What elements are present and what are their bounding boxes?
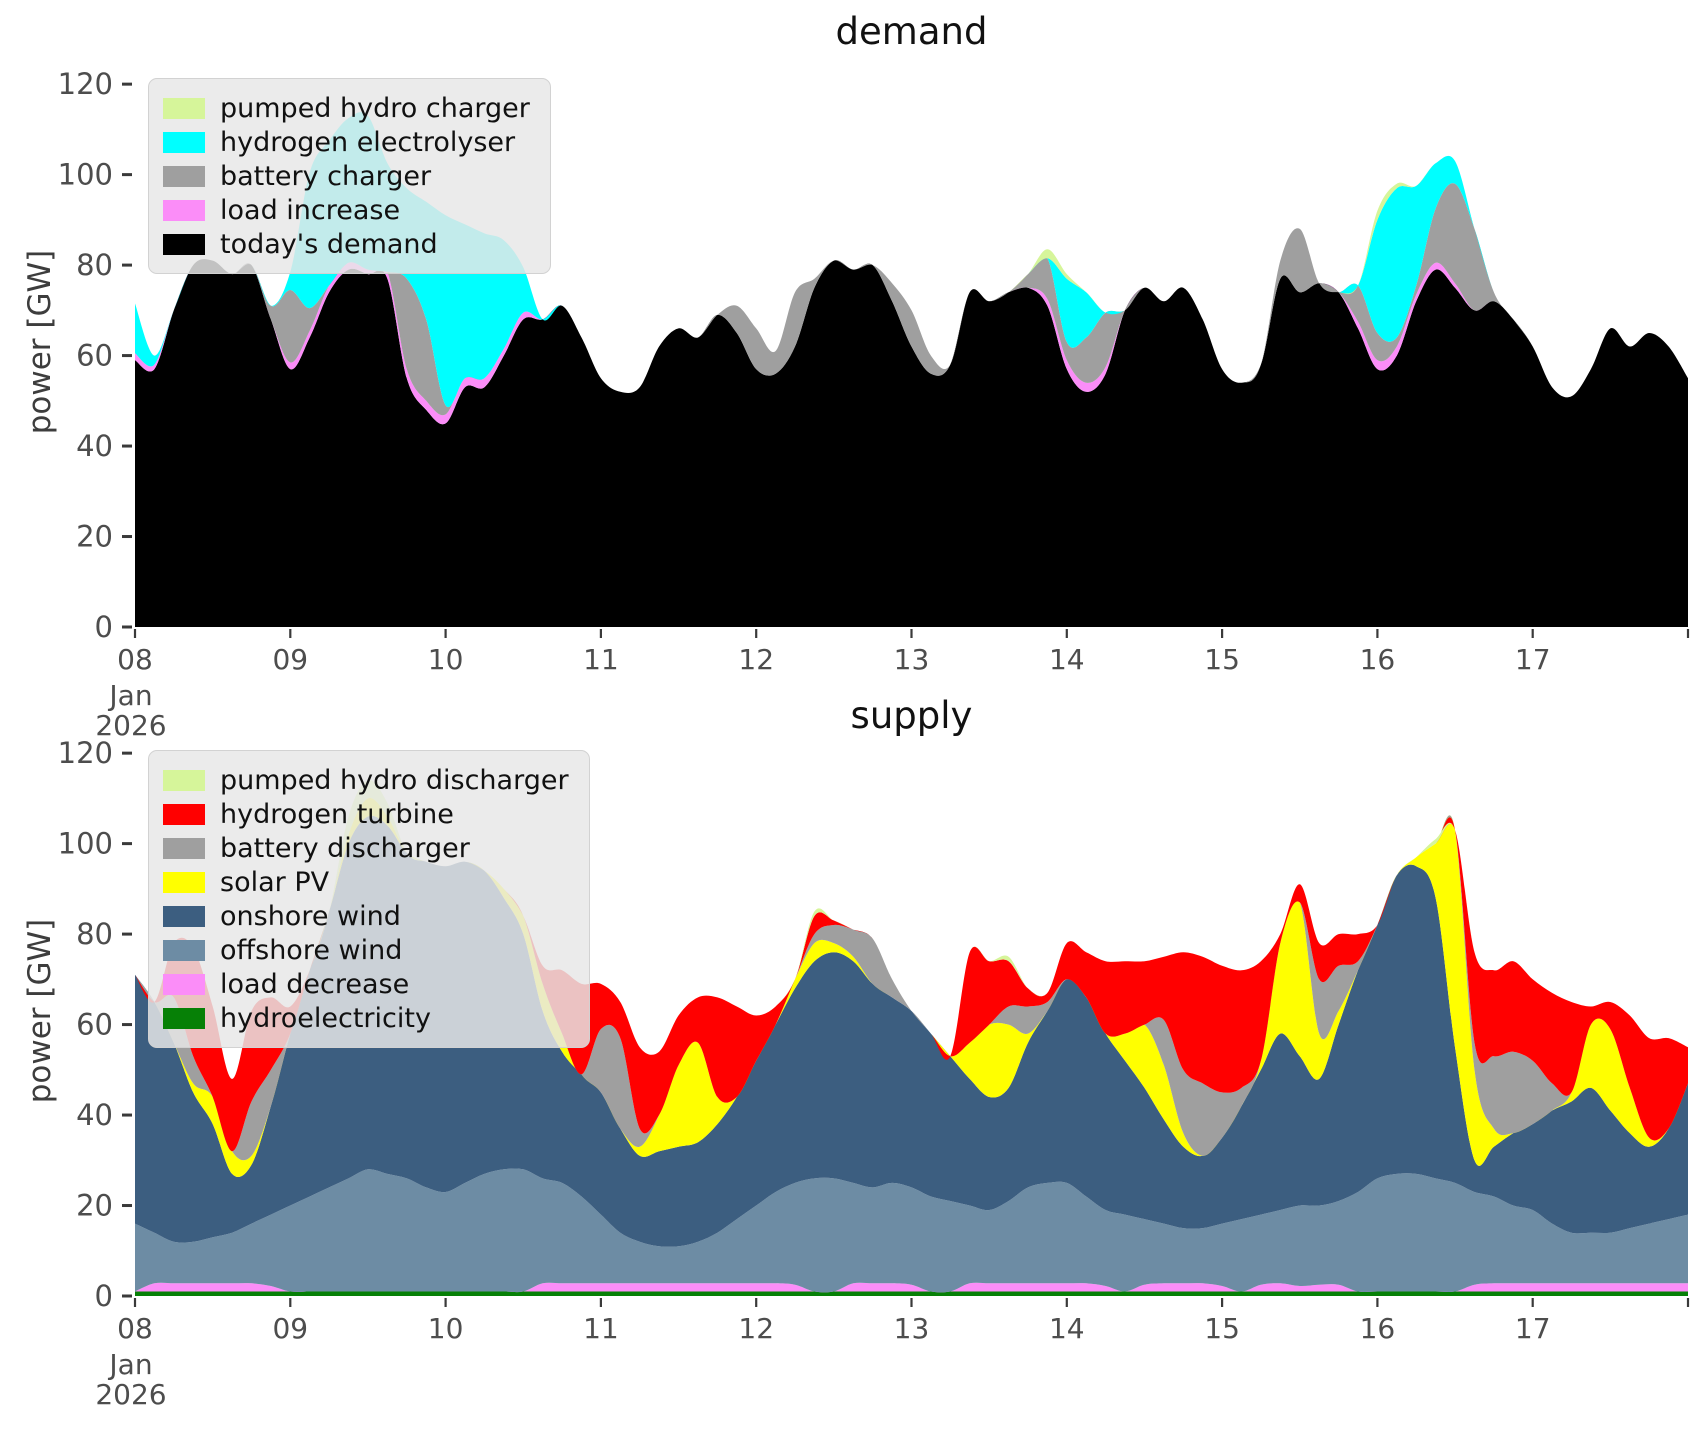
legend-item: load decrease <box>163 967 569 1001</box>
y-tick-label: 20 <box>76 520 113 554</box>
y-tick-label: 40 <box>76 1098 113 1132</box>
y-tick-label: 80 <box>76 917 113 951</box>
legend-label: battery charger <box>220 160 432 192</box>
supply-y-axis-label: power [GW] <box>22 918 58 1104</box>
x-tick-label: 16 <box>1360 643 1396 676</box>
y-tick-label: 100 <box>58 158 113 192</box>
legend-item: offshore wind <box>163 933 569 967</box>
y-tick-label: 100 <box>58 827 113 861</box>
x-tick-label: 13 <box>894 643 930 676</box>
legend-label: pumped hydro charger <box>220 92 530 124</box>
series-offshore-wind <box>135 1168 1688 1293</box>
legend-label: pumped hydro discharger <box>220 764 569 796</box>
x-tick-label: 12 <box>738 1312 774 1345</box>
legend-swatch-load-decrease <box>163 973 205 995</box>
legend-label: load decrease <box>220 968 410 1000</box>
legend-item: onshore wind <box>163 899 569 933</box>
legend-item: solar PV <box>163 865 569 899</box>
y-tick-label: 40 <box>76 429 113 463</box>
x-tick-label: 17 <box>1515 643 1551 676</box>
demand-legend: pumped hydro charger hydrogen electrolyse… <box>148 78 551 274</box>
x-tick-label: 08 <box>117 1312 153 1345</box>
legend-item: battery discharger <box>163 831 569 865</box>
demand-chart-title: demand <box>835 10 988 53</box>
legend-label: solar PV <box>220 866 330 898</box>
y-tick-label: 80 <box>76 248 113 282</box>
series-load-increase <box>135 259 1688 425</box>
x-tick-label: 17 <box>1515 1312 1551 1345</box>
legend-item: battery charger <box>163 159 530 193</box>
x-tick-label: 16 <box>1360 1312 1396 1345</box>
legend-label: today's demand <box>220 228 438 260</box>
x-tick-label: 12 <box>738 643 774 676</box>
legend-swatch-battery-charger <box>163 165 205 187</box>
legend-label: offshore wind <box>220 934 403 966</box>
x-axis-month-year-label: Jan <box>107 1348 152 1381</box>
x-tick-label: 10 <box>428 643 464 676</box>
legend-swatch-hydrogen-electrolyser <box>163 131 205 153</box>
legend-item: hydrogen turbine <box>163 797 569 831</box>
legend-item: load increase <box>163 193 530 227</box>
y-tick-label: 60 <box>76 339 113 373</box>
series-load-decrease <box>135 1282 1688 1293</box>
x-tick-label: 14 <box>1049 1312 1085 1345</box>
legend-swatch-offshore-wind <box>163 939 205 961</box>
x-tick-label: 09 <box>272 643 308 676</box>
y-tick-label: 120 <box>58 67 113 101</box>
supply-chart-title: supply <box>850 694 973 737</box>
x-tick-label: 13 <box>894 1312 930 1345</box>
x-tick-label: 08 <box>117 643 153 676</box>
legend-swatch-pumped-hydro-charger <box>163 97 205 119</box>
legend-swatch-solar-pv <box>163 871 205 893</box>
legend-label: onshore wind <box>220 900 401 932</box>
legend-item: hydrogen electrolyser <box>163 125 530 159</box>
legend-item: pumped hydro charger <box>163 91 530 125</box>
legend-label: battery discharger <box>220 832 470 864</box>
x-tick-label: 10 <box>428 1312 464 1345</box>
y-tick-label: 60 <box>76 1008 113 1042</box>
x-tick-label: 11 <box>583 1312 619 1345</box>
legend-swatch-today-s-demand <box>163 233 205 255</box>
legend-swatch-pumped-hydro-discharger <box>163 769 205 791</box>
demand-y-axis-label: power [GW] <box>22 249 58 435</box>
y-tick-label: 0 <box>95 1279 113 1313</box>
legend-item: today's demand <box>163 227 530 261</box>
y-tick-label: 120 <box>58 736 113 770</box>
legend-label: hydrogen electrolyser <box>220 126 516 158</box>
legend-label: load increase <box>220 194 401 226</box>
y-tick-label: 0 <box>95 610 113 644</box>
legend-swatch-hydrogen-turbine <box>163 803 205 825</box>
x-tick-label: 15 <box>1204 1312 1240 1345</box>
x-tick-label: 15 <box>1204 643 1240 676</box>
x-tick-label: 14 <box>1049 643 1085 676</box>
legend-swatch-load-increase <box>163 199 205 221</box>
legend-swatch-hydroelectricity <box>163 1007 205 1029</box>
legend-swatch-battery-discharger <box>163 837 205 859</box>
legend-item: pumped hydro discharger <box>163 763 569 797</box>
x-tick-label: 11 <box>583 643 619 676</box>
x-axis-month-year-label: 2026 <box>95 1378 166 1411</box>
legend-swatch-onshore-wind <box>163 905 205 927</box>
legend-label: hydrogen turbine <box>220 798 454 830</box>
series-today-s-demand <box>135 259 1688 627</box>
legend-label: hydroelectricity <box>220 1002 431 1034</box>
y-tick-label: 20 <box>76 1189 113 1223</box>
supply-legend: pumped hydro discharger hydrogen turbine b… <box>148 750 590 1048</box>
legend-item: hydroelectricity <box>163 1001 569 1035</box>
x-tick-label: 09 <box>272 1312 308 1345</box>
series-hydroelectricity <box>135 1291 1688 1296</box>
